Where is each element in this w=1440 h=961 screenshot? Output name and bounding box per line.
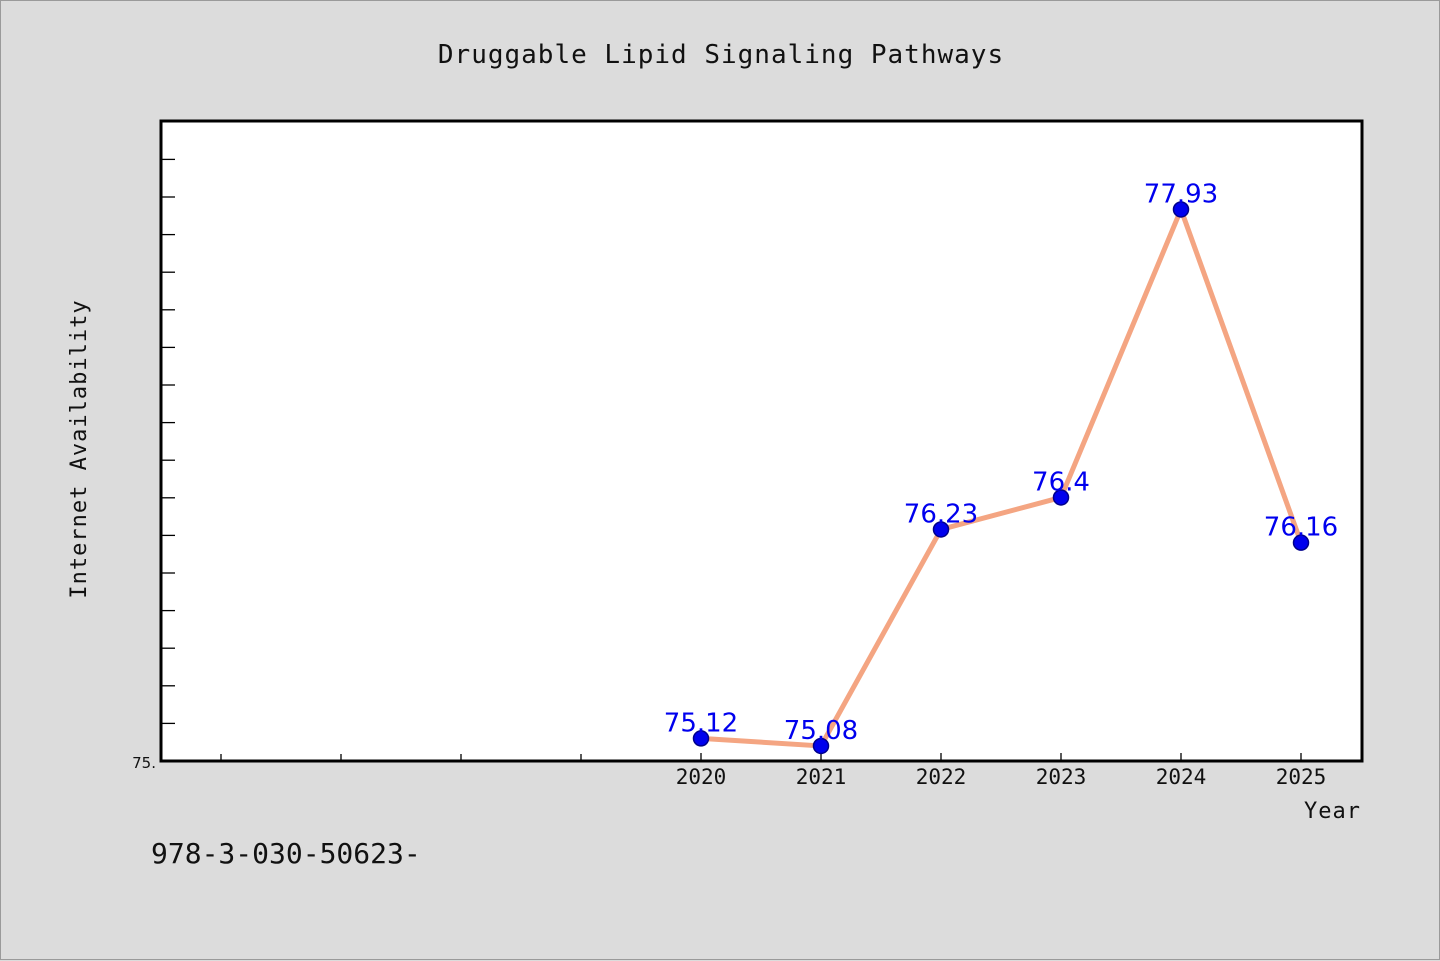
data-point [1292, 534, 1310, 551]
x-tick-label: 2025 [1276, 765, 1327, 789]
data-label: 77.93 [1144, 179, 1218, 209]
y-tick-label: 75. [132, 754, 156, 772]
series-line [700, 206, 1304, 749]
data-markers [692, 201, 1310, 755]
footer-text: 978-3-030-50623- [151, 837, 421, 870]
x-tick-labels: 2020 2021 2022 2023 2024 2025 [676, 753, 1327, 789]
y-axis-label: Internet Availability [67, 299, 92, 598]
data-labels: 75.12 75.08 76.23 76.4 77.93 76.16 [664, 179, 1338, 745]
data-label: 75.12 [664, 708, 738, 738]
x-axis-minor-ticks [220, 754, 582, 761]
plot-area [159, 119, 1364, 763]
x-axis-label: Year [1304, 799, 1361, 824]
data-point [1052, 489, 1070, 506]
data-point [932, 521, 950, 538]
x-tick-label: 2023 [1036, 765, 1087, 789]
data-point [812, 737, 830, 755]
data-point [1172, 201, 1190, 218]
data-label: 76.16 [1264, 513, 1338, 543]
x-tick-label: 2020 [676, 765, 727, 789]
y-axis-ticks [161, 158, 175, 725]
data-point [692, 730, 710, 747]
chart-title: Druggable Lipid Signaling Pathways [438, 40, 1004, 70]
data-label: 75.08 [784, 716, 858, 746]
x-tick-label: 2021 [796, 765, 847, 789]
data-label: 76.4 [1032, 467, 1090, 497]
x-tick-label: 2022 [916, 765, 967, 789]
data-label: 76.23 [904, 499, 978, 529]
x-tick-label: 2024 [1156, 765, 1207, 789]
